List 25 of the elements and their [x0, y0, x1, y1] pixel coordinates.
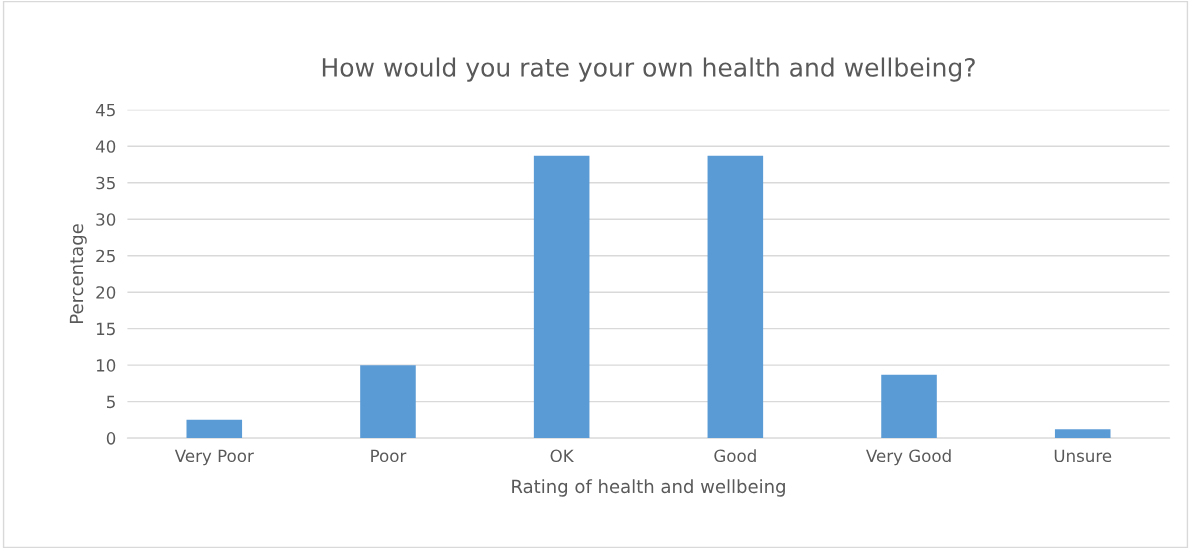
y-tick-label: 30: [96, 213, 116, 226]
y-axis-title: Percentage: [69, 224, 87, 323]
bar: [881, 374, 937, 439]
x-axis-title: Rating of health and wellbeing: [512, 479, 785, 497]
bar: [1054, 429, 1111, 439]
y-tick-label: 45: [95, 103, 115, 117]
y-tick-label: 35: [96, 176, 115, 190]
y-tick-label: 5: [107, 395, 115, 409]
y-tick-label: 20: [96, 286, 116, 299]
x-tick-label: Very Poor: [174, 449, 254, 466]
x-tick-label: Good: [714, 449, 756, 463]
bar: [186, 419, 243, 439]
y-tick-label: 10: [96, 359, 116, 372]
bar: [533, 155, 590, 439]
x-tick-label: Poor: [371, 449, 407, 463]
y-tick-label: 40: [95, 140, 116, 153]
x-tick-label: Very Good: [866, 449, 951, 466]
x-tick-label: Unsure: [1054, 449, 1112, 463]
bar: [707, 155, 764, 439]
y-tick-label: 0: [106, 432, 116, 445]
x-tick-label: OK: [550, 449, 575, 463]
y-tick-label: 15: [96, 322, 115, 336]
bar: [360, 365, 416, 439]
y-tick-label: 25: [96, 249, 115, 263]
chart-title: How would you rate your own health and wellbeing?: [322, 57, 975, 82]
